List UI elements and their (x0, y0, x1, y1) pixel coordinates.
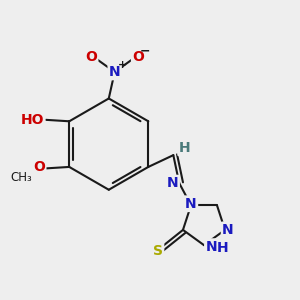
Text: H: H (178, 141, 190, 155)
Text: N: N (185, 197, 197, 211)
Text: −: − (140, 44, 150, 57)
Text: O: O (85, 50, 97, 64)
Text: N: N (167, 176, 178, 190)
Text: N: N (109, 65, 121, 79)
Text: HO: HO (21, 113, 44, 127)
Text: CH₃: CH₃ (11, 171, 32, 184)
Text: S: S (153, 244, 163, 257)
Text: +: + (117, 61, 127, 70)
Text: O: O (132, 50, 144, 64)
Text: O: O (33, 160, 45, 174)
Text: N: N (206, 240, 217, 254)
Text: N: N (222, 223, 234, 237)
Text: H: H (216, 241, 228, 254)
